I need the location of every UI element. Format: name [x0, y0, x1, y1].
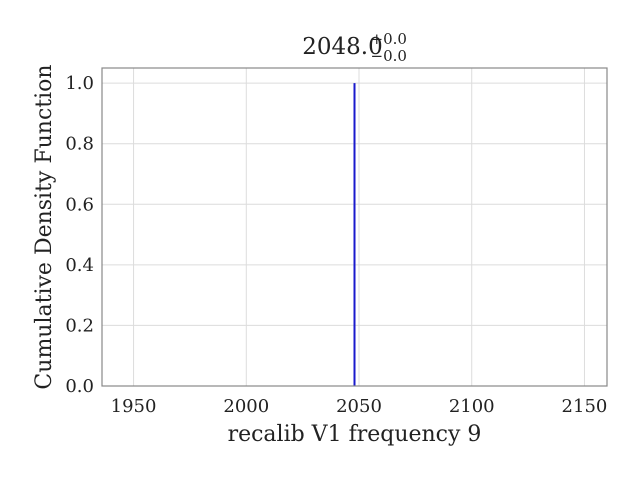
x-tick-label: 1950: [111, 396, 157, 417]
x-tick-label: 2150: [562, 396, 608, 417]
y-tick-label: 0.4: [65, 255, 94, 276]
y-axis-label: Cumulative Density Function: [32, 64, 57, 389]
y-tick-label: 0.0: [65, 376, 94, 397]
x-tick-label: 2000: [223, 396, 269, 417]
y-tick-label: 0.6: [65, 194, 94, 215]
title-upper-error: +0.0: [371, 30, 407, 48]
plot-frame: [101, 67, 608, 387]
tick-labels: 1950 2000 2050 2100 2150 0.0 0.2 0.4 0.6 0.8 1.0: [65, 73, 607, 417]
y-tick-label: 1.0: [65, 73, 94, 94]
x-axis-label: recalib V1 frequency 9: [228, 422, 482, 447]
chart-title: 2048.0: [302, 34, 382, 60]
title-value: 2048.0: [302, 34, 382, 60]
x-tick-label: 2100: [449, 396, 495, 417]
x-tick-label: 2050: [336, 396, 382, 417]
y-tick-label: 0.8: [65, 134, 94, 155]
y-tick-label: 0.2: [65, 315, 94, 336]
title-lower-error: −0.0: [371, 47, 407, 65]
